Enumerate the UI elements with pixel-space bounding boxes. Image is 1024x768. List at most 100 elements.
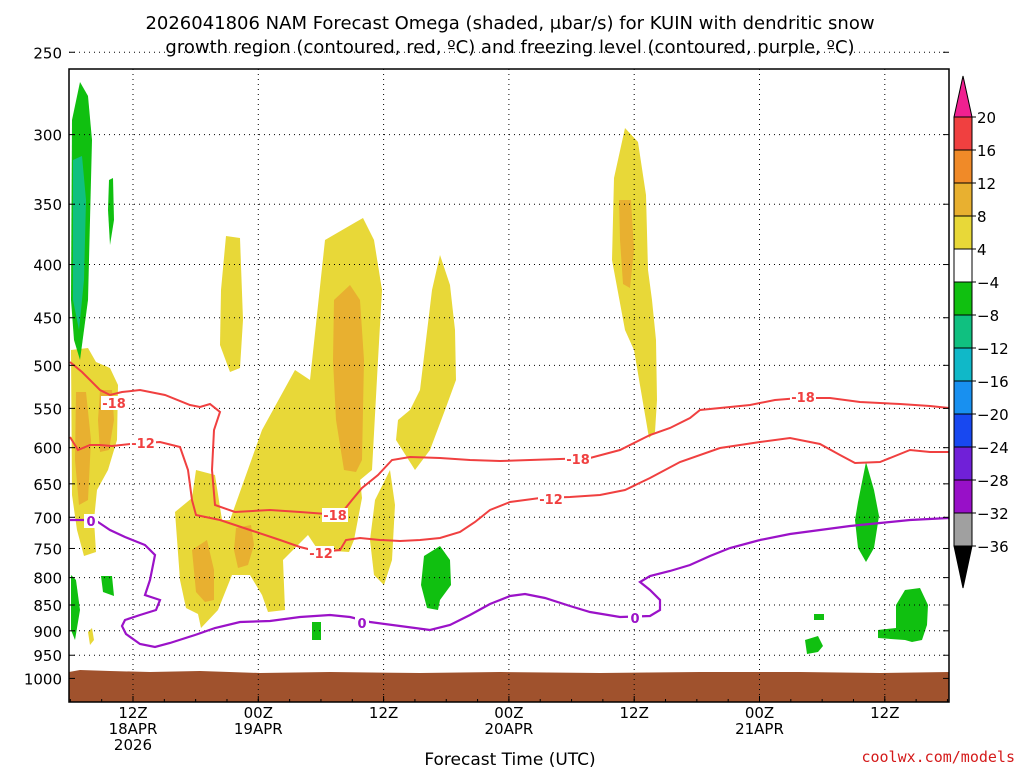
omega-yellow-region [370, 470, 395, 585]
y-axis: 250 300 350 400 450 500 550 600 650 700 750 800 850 9… [24, 44, 949, 688]
x-tick-label: 12Z [620, 704, 649, 722]
omega-yellow-regions [71, 128, 657, 645]
colorbar-swatch [953, 149, 973, 184]
y-tick-label: 300 [33, 127, 62, 145]
colorbar-swatch [953, 446, 973, 481]
y-tick-label: 250 [33, 44, 62, 62]
y-tick-label: 850 [33, 597, 62, 615]
grid [69, 51, 949, 702]
colorbar-label: −4 [977, 274, 999, 292]
omega-green-region [878, 588, 928, 642]
freezing-level-contour [70, 516, 950, 649]
omega-green-region [101, 576, 114, 596]
colorbar-swatch [953, 347, 973, 382]
omega-orange-regions [75, 200, 634, 602]
x-tick-label: 21APR [735, 720, 784, 738]
dgz-label: -18 [566, 453, 590, 468]
colorbar-bottom-arrow [953, 545, 973, 589]
colorbar: 20 16 12 8 4 −4 −8 −12 −16 −20 −24 −28 −32 −36 [953, 75, 1009, 589]
dgz-label: -18 [102, 397, 126, 412]
colorbar-swatch [953, 380, 973, 415]
colorbar-label: −12 [977, 340, 1009, 358]
colorbar-label: −28 [977, 472, 1009, 490]
chart-title-line2: growth region (contoured, red, ºC) and f… [165, 37, 854, 58]
freezing-label: 0 [630, 612, 639, 627]
ground-surface [69, 670, 949, 702]
omega-green-region [814, 614, 824, 620]
y-tick-label: 650 [33, 476, 62, 494]
colorbar-swatch [953, 182, 973, 217]
omega-green-region [108, 178, 114, 245]
colorbar-label: −16 [977, 373, 1009, 391]
y-tick-label: 800 [33, 570, 62, 588]
contour-labels: -18 -12 -18 -12 -18 -12 -18 0 0 0 [84, 390, 816, 632]
dgz-label: -18 [323, 509, 347, 524]
colorbar-swatch [953, 479, 973, 514]
colorbar-label: 16 [977, 142, 996, 160]
x-tick-label: 12Z [870, 704, 899, 722]
colorbar-label: −8 [977, 307, 999, 325]
colorbar-label: −20 [977, 406, 1009, 424]
colorbar-label: −24 [977, 439, 1009, 457]
plot-area: -18 -12 -18 -12 -18 -12 -18 0 0 0 [68, 51, 950, 703]
colorbar-label: 20 [977, 109, 996, 127]
dgz-label: -12 [309, 547, 333, 562]
omega-orange-region [333, 285, 364, 472]
colorbar-swatch [953, 116, 973, 151]
x-tick-label: 12Z [369, 704, 398, 722]
x-tick-label: 2026 [114, 736, 152, 754]
colorbar-label: −32 [977, 505, 1009, 523]
y-tick-label: 450 [33, 310, 62, 328]
omega-green-region [805, 636, 823, 654]
colorbar-label: 12 [977, 175, 996, 193]
omega-yellow-region [88, 628, 94, 645]
freezing-label: 0 [357, 617, 366, 632]
x-tick-label: 20APR [484, 720, 533, 738]
x-tick-label: 12Z [118, 704, 147, 722]
colorbar-label: 4 [977, 241, 987, 259]
colorbar-swatch [953, 248, 973, 283]
y-tick-label: 350 [33, 196, 62, 214]
omega-green-region [71, 575, 80, 640]
y-tick-label: 1000 [24, 670, 62, 688]
dgz-label: -12 [539, 493, 563, 508]
dgz-contours [69, 361, 950, 554]
y-tick-label: 900 [33, 623, 62, 641]
omega-orange-region [619, 200, 634, 288]
dgz-label: -18 [791, 391, 815, 406]
x-tick-label: 00Z [244, 704, 273, 722]
x-tick-label: 00Z [494, 704, 523, 722]
y-tick-label: 600 [33, 440, 62, 458]
y-tick-label: 500 [33, 357, 62, 375]
colorbar-label: 8 [977, 208, 987, 226]
colorbar-swatch [953, 215, 973, 250]
dgz-bottom-contour [69, 436, 949, 554]
omega-green-region [421, 546, 451, 610]
dgz-label: -12 [131, 437, 155, 452]
omega-yellow-region [175, 218, 382, 628]
x-tick-label: 00Z [745, 704, 774, 722]
colorbar-swatch [953, 512, 973, 547]
y-tick-label: 700 [33, 509, 62, 527]
omega-yellow-region [220, 236, 243, 372]
omega-orange-region [234, 525, 254, 568]
colorbar-swatch [953, 281, 973, 316]
y-tick-label: 750 [33, 540, 62, 558]
y-tick-label: 400 [33, 257, 62, 275]
y-tick-label: 950 [33, 647, 62, 665]
colorbar-swatch [953, 314, 973, 349]
y-tick-label: 550 [33, 400, 62, 418]
omega-teal-region [73, 156, 86, 330]
x-tick-label: 18APR [109, 720, 158, 738]
colorbar-label: −36 [977, 538, 1009, 556]
omega-orange-region [192, 540, 214, 602]
freezing-label: 0 [86, 515, 95, 530]
chart-title-line1: 2026041806 NAM Forecast Omega (shaded, μ… [145, 13, 874, 34]
omega-green-region [312, 622, 321, 640]
omega-green-region [855, 462, 879, 562]
omega-yellow-region [396, 255, 456, 470]
colorbar-swatch [953, 413, 973, 448]
source-credit[interactable]: coolwx.com/models [861, 748, 1015, 766]
